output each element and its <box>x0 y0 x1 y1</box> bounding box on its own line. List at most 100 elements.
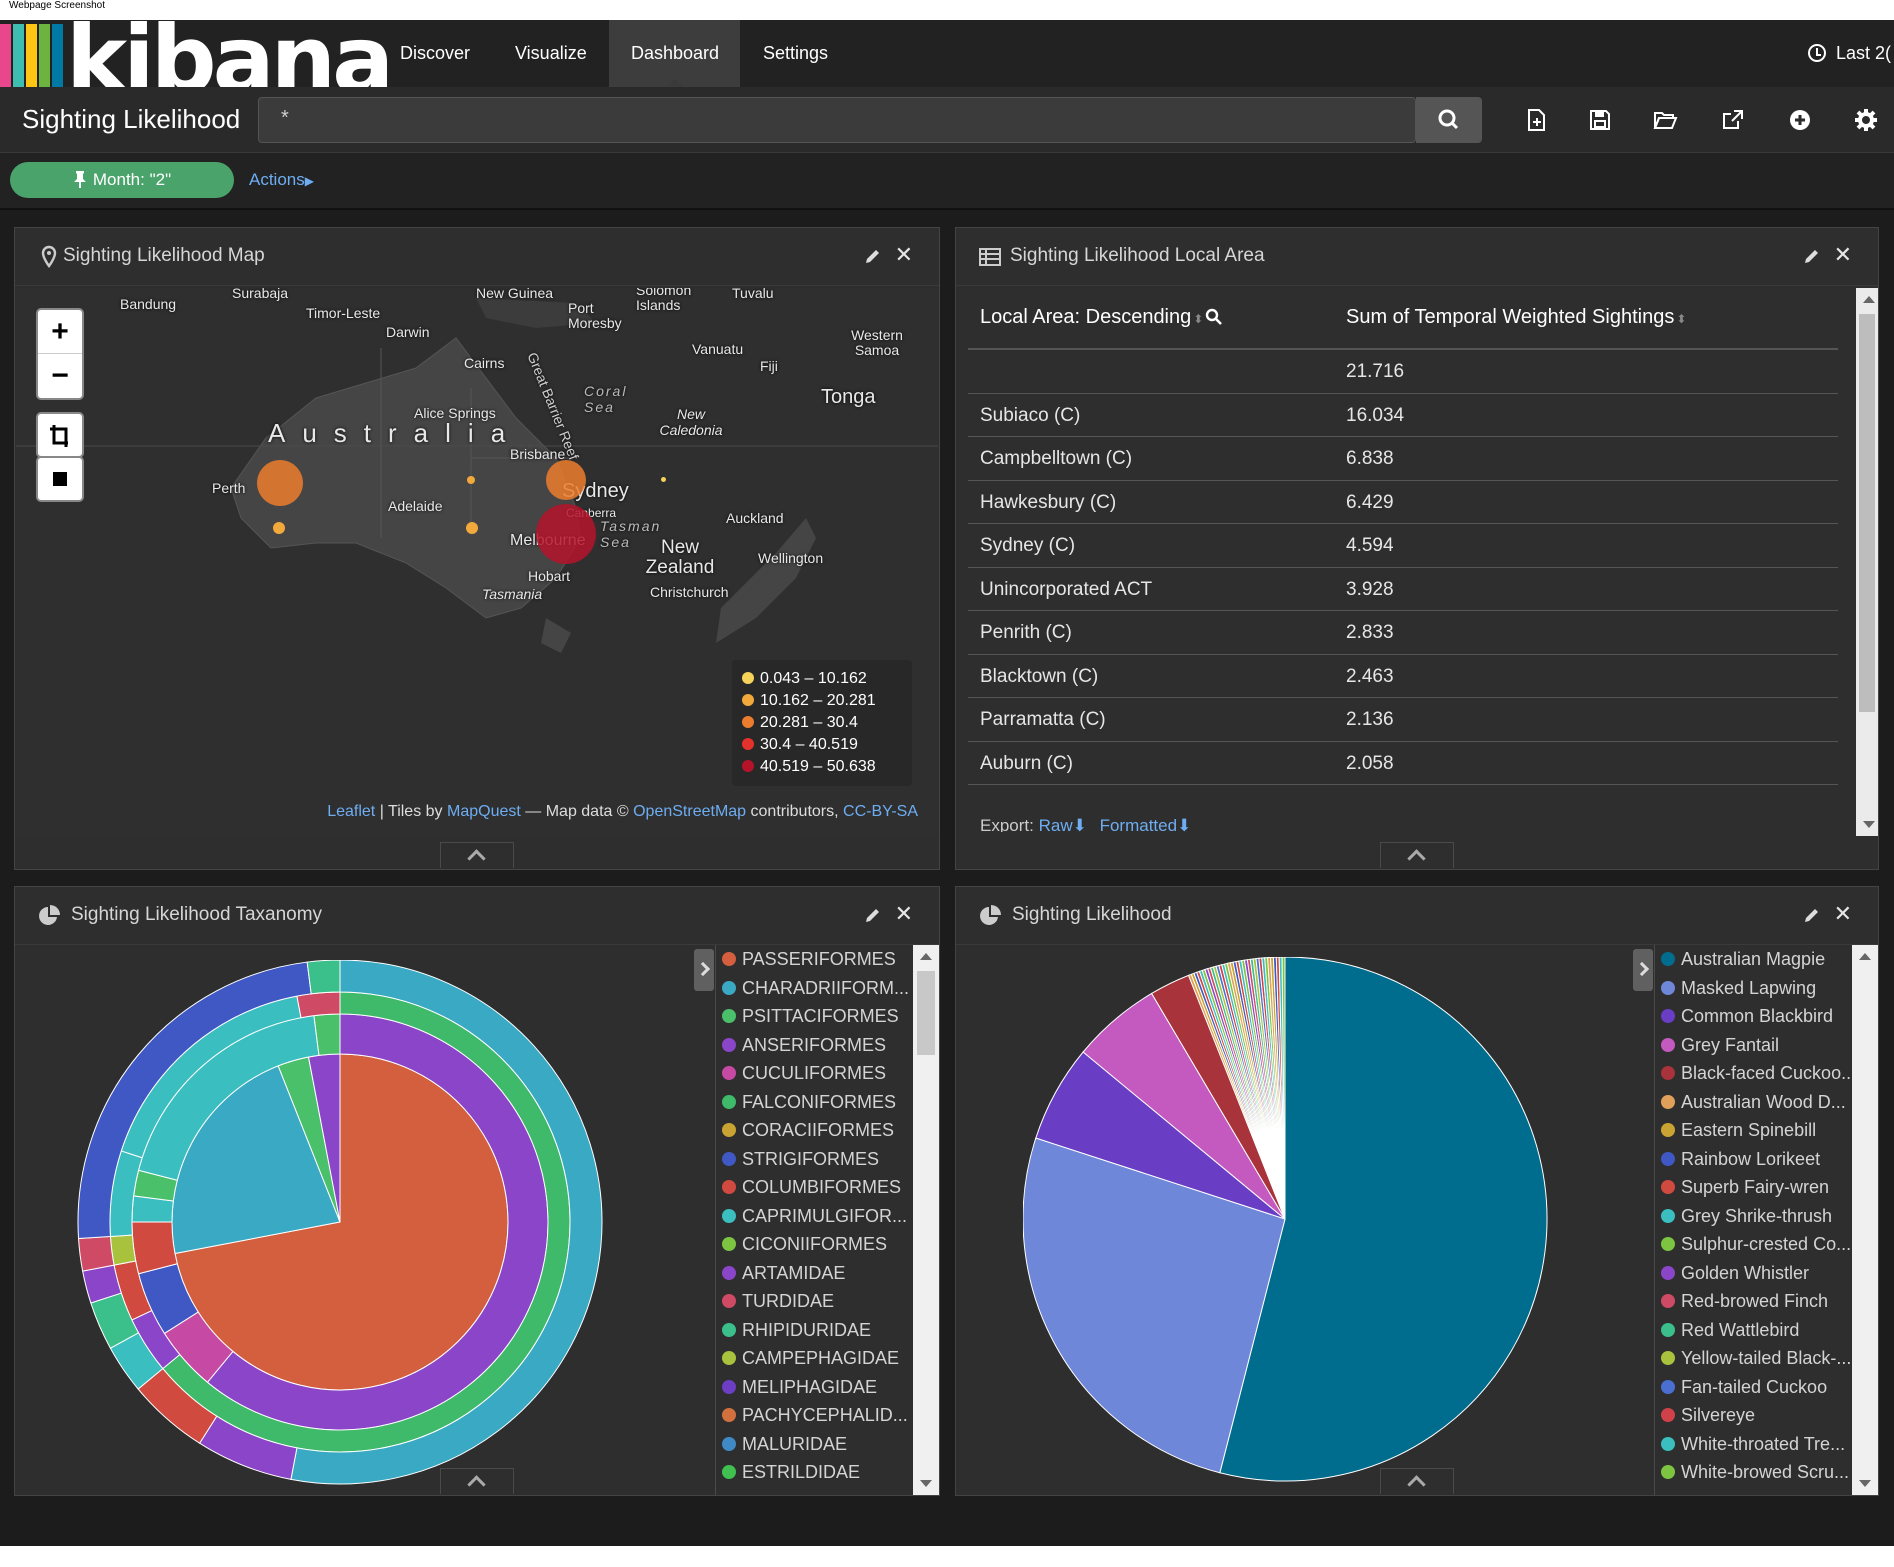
legend-item[interactable]: ESTRILDIDAE <box>716 1458 913 1487</box>
pencil-icon[interactable] <box>1802 246 1822 266</box>
cell-local-area[interactable]: Blacktown (C) <box>980 665 1099 687</box>
likelihood-pie-chart[interactable] <box>1023 957 1553 1487</box>
legend-scrollbar[interactable] <box>1852 945 1878 1495</box>
pencil-icon[interactable] <box>863 905 883 925</box>
map-bubble[interactable] <box>257 460 303 506</box>
cell-local-area[interactable]: Subiaco (C) <box>980 404 1081 426</box>
legend-item[interactable]: Grey Shrike-thrush <box>1655 1202 1852 1231</box>
legend-item[interactable]: Sulphur-crested Co... <box>1655 1230 1852 1259</box>
pie-slice[interactable] <box>296 991 341 1019</box>
map-bubble[interactable] <box>467 476 475 484</box>
legend-item[interactable]: Australian Wood D... <box>1655 1088 1852 1117</box>
map-bubble[interactable] <box>466 522 478 534</box>
pie-slice[interactable] <box>131 1221 178 1275</box>
pie-slice[interactable] <box>313 1013 341 1056</box>
legend-item[interactable]: ARTAMIDAE <box>716 1259 913 1288</box>
legend-item[interactable]: PSITTACIFORMES <box>716 1002 913 1031</box>
query-search-input[interactable]: * <box>258 97 1416 143</box>
scrollbar-thumb[interactable] <box>1859 314 1875 712</box>
scrollbar-thumb[interactable] <box>917 971 935 1055</box>
sort-icon[interactable]: ⬍ <box>1676 312 1687 326</box>
nav-settings[interactable]: Settings <box>763 43 829 63</box>
legend-item[interactable]: MELIPHAGIDAE <box>716 1373 913 1402</box>
legend-toggle-button[interactable] <box>694 949 714 991</box>
map-bubble[interactable] <box>546 460 586 500</box>
scroll-down-icon[interactable] <box>920 1480 932 1487</box>
crop-tool-button[interactable] <box>36 412 84 458</box>
legend-item[interactable]: Fan-tailed Cuckoo <box>1655 1373 1852 1402</box>
legend-item[interactable]: Yellow-tailed Black-... <box>1655 1344 1852 1373</box>
time-picker[interactable]: Last 2( <box>1808 20 1891 87</box>
cell-local-area[interactable]: Hawkesbury (C) <box>980 491 1117 513</box>
zoom-in-button[interactable]: + <box>38 310 82 354</box>
legend-item[interactable]: White-throated Tre... <box>1655 1430 1852 1459</box>
legend-item[interactable]: TURDIDAE <box>716 1287 913 1316</box>
pie-slice[interactable] <box>290 960 603 1485</box>
panel-collapse-toggle[interactable] <box>440 1468 514 1494</box>
legend-item[interactable]: Australian Magpie <box>1655 945 1852 974</box>
settings-gear-icon[interactable] <box>1853 107 1879 133</box>
scroll-down-icon[interactable] <box>1863 821 1875 828</box>
search-icon[interactable] <box>1205 308 1223 326</box>
license-link[interactable]: CC-BY-SA <box>843 803 918 820</box>
add-visualization-icon[interactable] <box>1787 107 1813 133</box>
osm-link[interactable]: OpenStreetMap <box>633 803 747 820</box>
legend-item[interactable]: CAPRIMULGIFOR... <box>716 1202 913 1231</box>
pencil-icon[interactable] <box>863 246 883 266</box>
legend-item[interactable]: Grey Fantail <box>1655 1031 1852 1060</box>
export-formatted-link[interactable]: Formatted <box>1099 816 1178 832</box>
taxonomy-sunburst-chart[interactable] <box>75 960 605 1485</box>
mapquest-link[interactable]: MapQuest <box>447 803 521 820</box>
legend-item[interactable]: Masked Lapwing <box>1655 974 1852 1003</box>
legend-item[interactable]: PACHYCEPHALID... <box>716 1401 913 1430</box>
legend-item[interactable]: White-browed Scru... <box>1655 1458 1852 1487</box>
cell-local-area[interactable]: Sydney (C) <box>980 535 1076 556</box>
pie-slice[interactable] <box>77 1235 115 1272</box>
panel-collapse-toggle[interactable] <box>440 842 514 868</box>
panel-collapse-toggle[interactable] <box>1380 842 1454 868</box>
export-raw-link[interactable]: Raw <box>1038 816 1073 832</box>
scroll-up-icon[interactable] <box>920 953 932 960</box>
legend-scrollbar[interactable] <box>913 945 939 1495</box>
filter-pill-month[interactable]: Month: "2" <box>10 162 234 198</box>
legend-item[interactable]: RHIPIDURIDAE <box>716 1316 913 1345</box>
cell-local-area[interactable]: Penrith (C) <box>980 622 1072 643</box>
legend-item[interactable]: COLUMBIFORMES <box>716 1173 913 1202</box>
panel-collapse-toggle[interactable] <box>1380 1468 1454 1494</box>
legend-item[interactable]: CICONIIFORMES <box>716 1230 913 1259</box>
cell-local-area[interactable]: Auburn (C) <box>980 752 1073 774</box>
nav-discover[interactable]: Discover <box>400 43 471 63</box>
save-icon[interactable] <box>1587 107 1613 133</box>
nav-dashboard[interactable]: Dashboard <box>609 20 740 87</box>
zoom-out-button[interactable]: − <box>51 359 69 392</box>
search-button[interactable] <box>1416 97 1482 143</box>
share-icon[interactable] <box>1720 107 1746 133</box>
legend-toggle-button[interactable] <box>1633 949 1653 991</box>
legend-item[interactable]: CORACIIFORMES <box>716 1116 913 1145</box>
legend-item[interactable]: Rainbow Lorikeet <box>1655 1145 1852 1174</box>
map-bubble[interactable] <box>661 477 666 482</box>
legend-item[interactable]: Golden Whistler <box>1655 1259 1852 1288</box>
pie-slice[interactable] <box>109 1234 137 1266</box>
nav-visualize[interactable]: Visualize <box>515 43 587 63</box>
cell-local-area[interactable]: Campbelltown (C) <box>980 448 1133 469</box>
map-bubble[interactable] <box>273 522 285 534</box>
pie-slice[interactable] <box>1281 957 1286 1220</box>
legend-item[interactable]: FALCONIFORMES <box>716 1088 913 1117</box>
pie-slice[interactable] <box>306 960 341 995</box>
legend-item[interactable]: Eastern Spinebill <box>1655 1116 1852 1145</box>
col-header-sum[interactable]: Sum of Temporal Weighted Sightings ⬍ <box>1346 306 1686 329</box>
legend-item[interactable]: CAMPEPHAGIDAE <box>716 1344 913 1373</box>
legend-item[interactable]: Silvereye <box>1655 1401 1852 1430</box>
table-scrollbar[interactable] <box>1856 288 1878 836</box>
filter-actions-link[interactable]: Actions▶ <box>249 162 314 199</box>
pie-slice[interactable] <box>1023 1137 1286 1474</box>
scroll-down-icon[interactable] <box>1859 1480 1871 1487</box>
legend-item[interactable]: Black-faced Cuckoo... <box>1655 1059 1852 1088</box>
close-icon[interactable]: ✕ <box>1833 242 1852 267</box>
open-icon[interactable] <box>1652 107 1678 133</box>
legend-item[interactable]: Red-browed Finch <box>1655 1287 1852 1316</box>
close-icon[interactable]: ✕ <box>1833 901 1852 926</box>
legend-item[interactable]: CHARADRIIFORM... <box>716 974 913 1003</box>
legend-item[interactable]: CUCULIFORMES <box>716 1059 913 1088</box>
